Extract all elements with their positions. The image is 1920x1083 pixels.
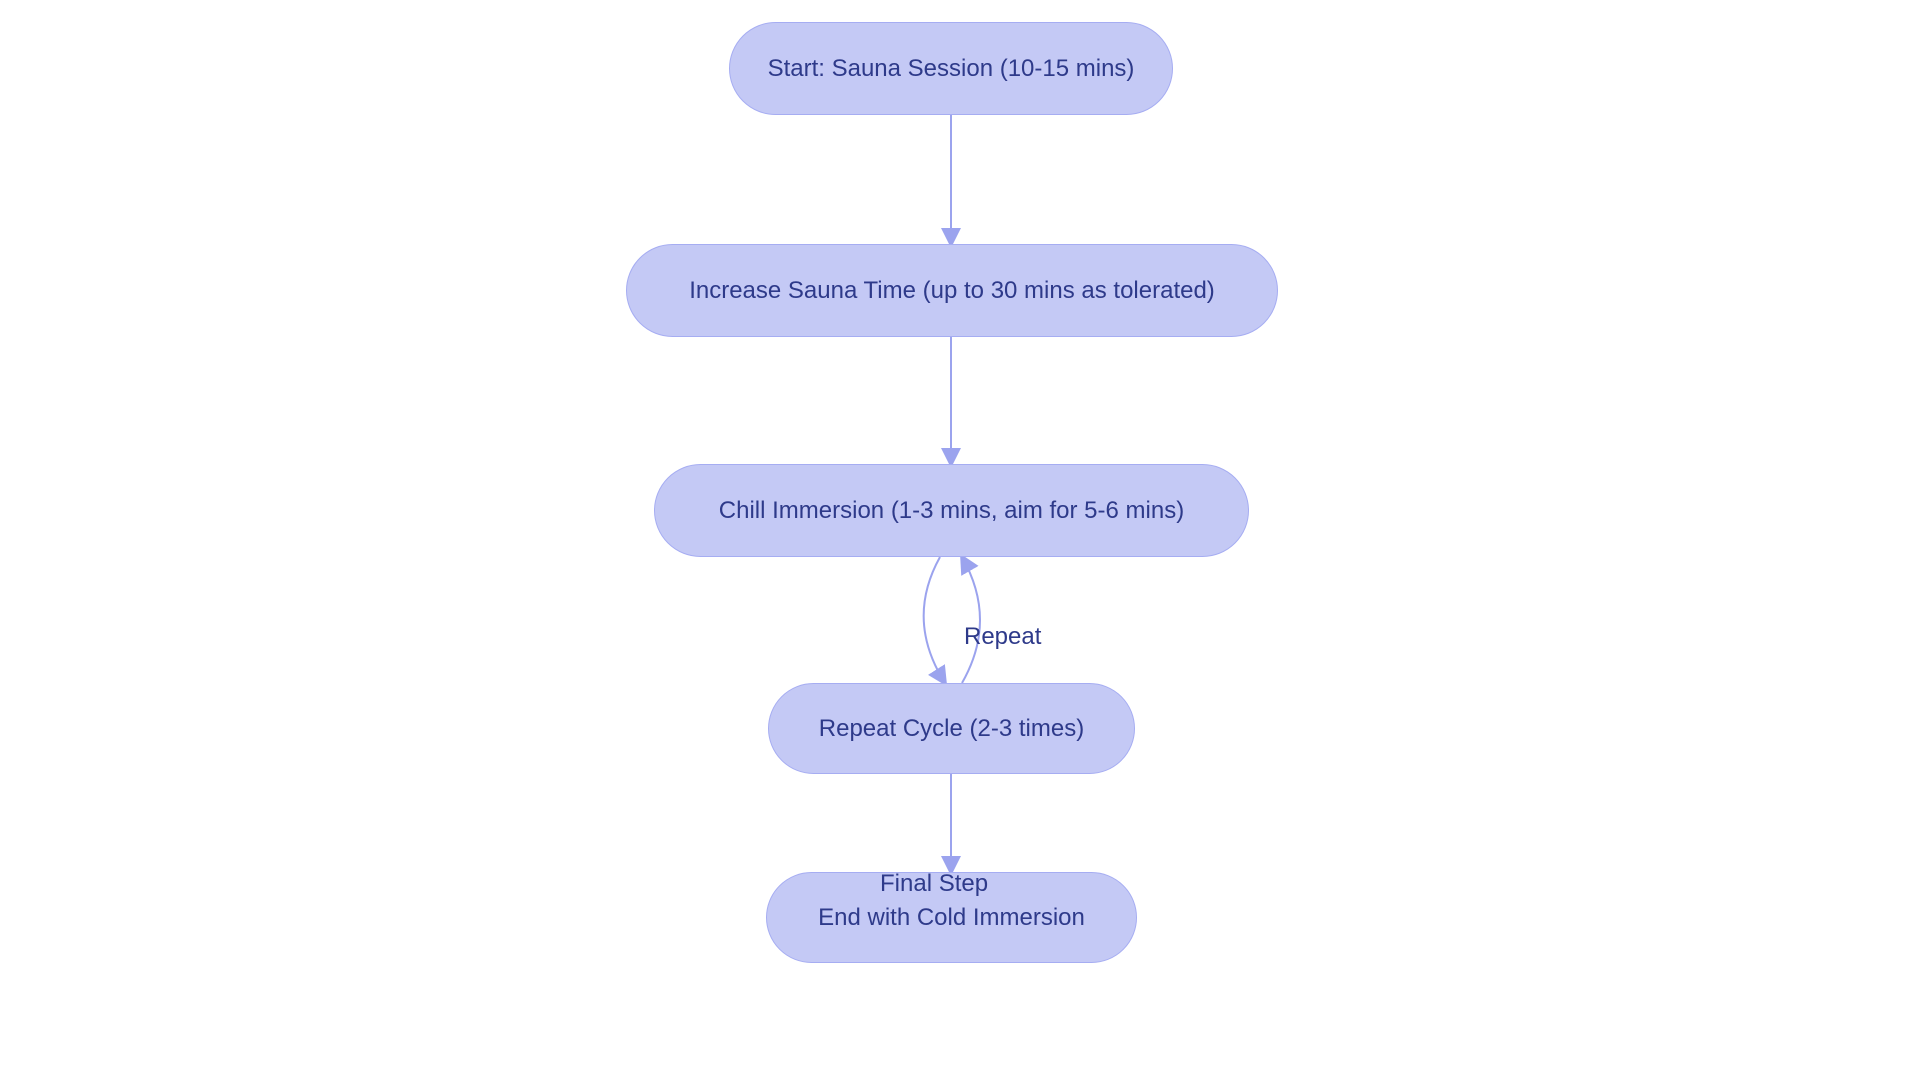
flowchart-node-n3: Chill Immersion (1-3 mins, aim for 5-6 m… xyxy=(654,464,1249,557)
node-label: End with Cold Immersion xyxy=(818,904,1085,932)
flowchart-container: Start: Sauna Session (10-15 mins) Increas… xyxy=(0,0,1920,1083)
node-label: Repeat Cycle (2-3 times) xyxy=(819,715,1084,743)
flowchart-node-n1: Start: Sauna Session (10-15 mins) xyxy=(729,22,1173,115)
flowchart-node-n4: Repeat Cycle (2-3 times) xyxy=(768,683,1135,774)
edge-n3-n4 xyxy=(924,557,945,683)
edge-label-n4-n3: Repeat xyxy=(964,623,1041,651)
edge-n4-n3 xyxy=(962,557,980,683)
node-label: Increase Sauna Time (up to 30 mins as to… xyxy=(689,277,1215,305)
flowchart-node-n2: Increase Sauna Time (up to 30 mins as to… xyxy=(626,244,1278,337)
node-label: Chill Immersion (1-3 mins, aim for 5-6 m… xyxy=(719,497,1184,525)
edge-label-n4-n5: Final Step xyxy=(880,870,988,898)
node-label: Start: Sauna Session (10-15 mins) xyxy=(768,55,1135,83)
